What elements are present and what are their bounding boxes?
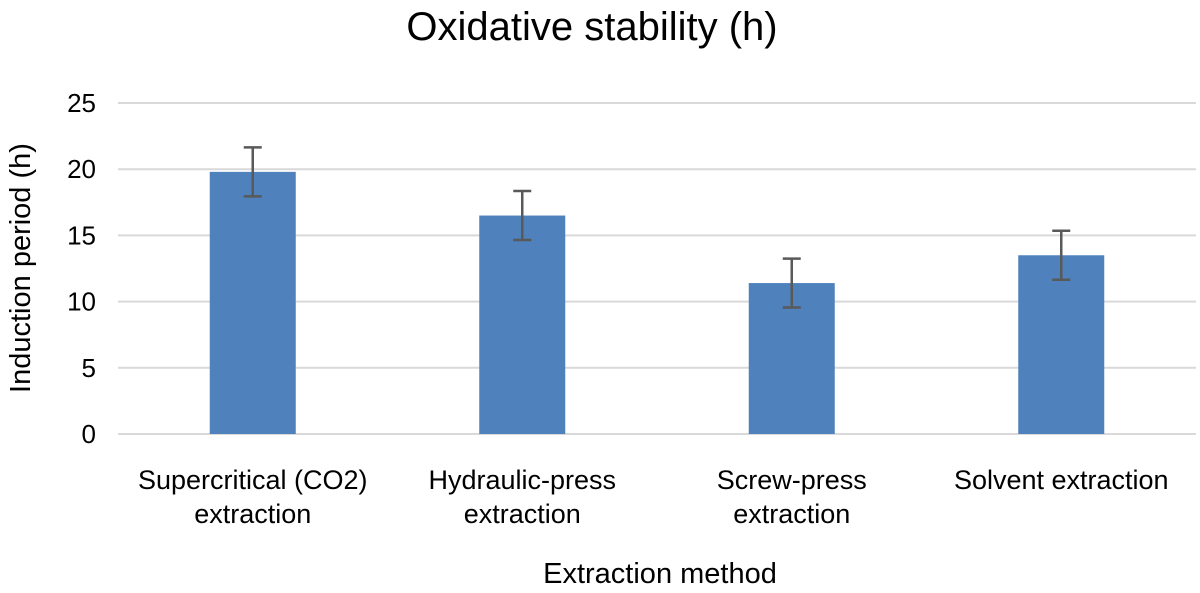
error-bars xyxy=(243,146,1071,309)
error-bar xyxy=(782,257,801,309)
chart-title: Oxidative stability (h) xyxy=(406,5,777,49)
x-category-label: Hydraulic-press extraction xyxy=(428,465,616,529)
y-tick-label: 10 xyxy=(67,287,96,317)
x-category-label-line: Screw-press xyxy=(717,465,867,495)
x-axis-categories: Supercritical (CO2) extractionHydraulic-p… xyxy=(138,465,1169,529)
error-bar xyxy=(1052,229,1071,282)
x-category-label: Screw-press extraction xyxy=(717,465,867,529)
x-axis-title: Extraction method xyxy=(543,558,777,590)
y-axis-ticks: 0 5 10 15 20 25 xyxy=(67,88,96,449)
x-category-label-line: Hydraulic-press xyxy=(428,465,616,495)
gridlines xyxy=(118,102,1196,435)
bar xyxy=(479,215,566,434)
error-bar xyxy=(243,146,262,198)
x-category-label-line: Supercritical (CO2) xyxy=(138,465,368,495)
x-category-label-line: extraction xyxy=(733,499,850,529)
x-category-label-line: extraction xyxy=(464,499,581,529)
bar xyxy=(1018,255,1105,434)
x-category-label: Solvent extraction xyxy=(954,465,1169,495)
y-tick-label: 5 xyxy=(82,353,96,383)
error-bar xyxy=(513,189,532,242)
y-tick-label: 15 xyxy=(67,220,96,250)
bar xyxy=(209,171,296,434)
x-category-label-line: extraction xyxy=(194,499,311,529)
y-tick-label: 25 xyxy=(67,88,96,118)
x-category-label-line: Solvent extraction xyxy=(954,465,1169,495)
bars xyxy=(209,171,1105,434)
y-tick-label: 0 xyxy=(82,419,96,449)
y-tick-label: 20 xyxy=(67,154,96,184)
x-category-label: Supercritical (CO2) extraction xyxy=(138,465,368,529)
y-axis-title: Induction period (h) xyxy=(5,143,37,393)
